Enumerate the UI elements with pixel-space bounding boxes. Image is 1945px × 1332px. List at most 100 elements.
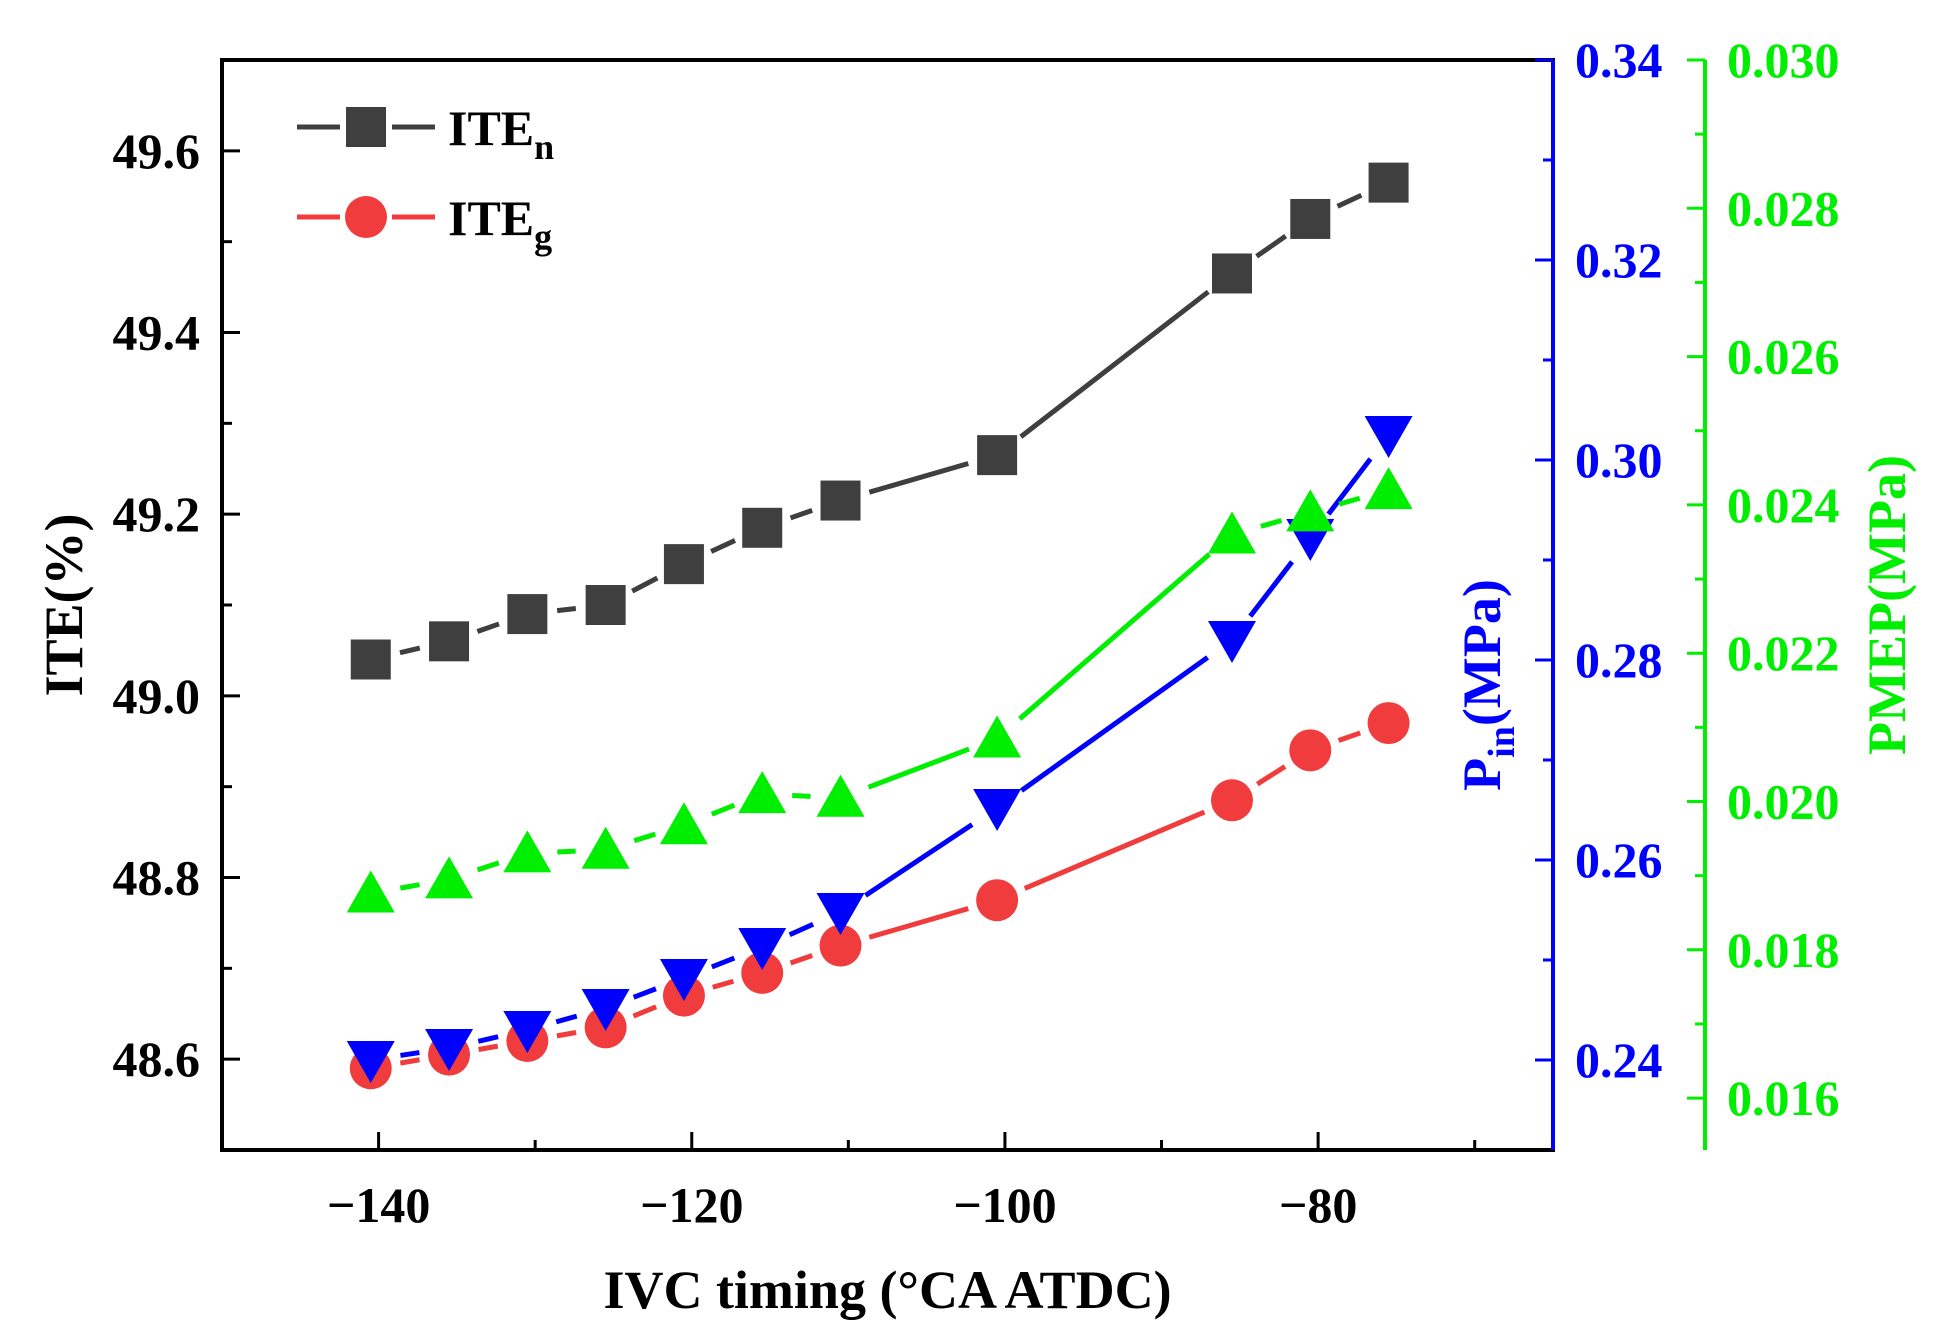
series-line-segment — [557, 848, 576, 855]
series-line-segment — [712, 978, 735, 990]
series-line-segment — [788, 921, 815, 938]
series-ite-n — [350, 162, 1409, 680]
data-point — [742, 507, 783, 548]
data-point — [350, 639, 391, 680]
data-point — [429, 621, 470, 662]
series-line-segment — [864, 822, 974, 898]
series-line-segment — [476, 621, 500, 634]
data-point — [976, 879, 1019, 922]
series-line-segment — [1019, 289, 1210, 439]
data-point — [659, 802, 708, 845]
pin-axis-title-sub: in — [1481, 726, 1523, 758]
data-point — [973, 789, 1022, 831]
legend-label: ITEg — [448, 190, 552, 257]
data-point — [1364, 467, 1413, 510]
pin-axis-title-unit: (MPa) — [1452, 579, 1512, 726]
series-line-segment — [556, 1030, 577, 1039]
legend-label: ITEn — [448, 100, 554, 167]
plot-frame — [220, 58, 1555, 1152]
left-tick-label: 48.8 — [113, 850, 201, 906]
data-point — [1210, 779, 1253, 822]
series-line-segment — [478, 1043, 499, 1052]
pmep-tick-label: 0.022 — [1727, 625, 1840, 681]
data-point — [741, 951, 784, 994]
pin-tick-label: 0.32 — [1575, 232, 1663, 288]
data-point — [659, 959, 708, 1001]
data-point — [581, 826, 630, 869]
left-axis-title: ITE(%) — [34, 513, 94, 696]
series-line-segment — [868, 461, 969, 495]
series-layer — [346, 162, 1413, 1090]
series-line-segment — [399, 882, 420, 891]
data-point — [346, 870, 395, 913]
pmep-tick-label: 0.030 — [1727, 32, 1840, 88]
legend-label-sub: g — [534, 217, 552, 257]
pin-axis-title-main: P — [1452, 758, 1512, 791]
axis-layer: −140 −120 −100 −80 IVC timing (°CA ATDC) 48.6… — [34, 32, 1917, 1320]
pin-axis-title: Pin(MPa) — [1452, 579, 1523, 791]
legend-marker — [345, 196, 387, 238]
pmep-tick-label: 0.018 — [1727, 922, 1840, 978]
series-line-segment — [476, 860, 500, 873]
data-point — [819, 924, 862, 967]
legend-label-main: ITE — [448, 190, 534, 246]
pmep-tick-label: 0.026 — [1727, 329, 1840, 385]
data-point — [738, 928, 787, 970]
data-point — [1368, 162, 1409, 203]
left-tick-label: 49.6 — [113, 123, 201, 179]
data-point — [977, 435, 1018, 476]
pmep-tick-label: 0.028 — [1727, 180, 1840, 236]
series-line-segment — [789, 953, 814, 966]
left-tick-label: 49.4 — [113, 305, 201, 361]
pmep-tick-label: 0.024 — [1727, 477, 1840, 533]
series-line-segment — [1018, 552, 1211, 721]
series-line-segment — [789, 508, 814, 521]
data-point — [973, 715, 1022, 758]
series-line-segment — [1338, 495, 1361, 507]
series-ite-g — [349, 702, 1410, 1090]
series-line-segment — [1255, 764, 1287, 787]
x-tick-label: −100 — [953, 1177, 1057, 1233]
data-point — [507, 594, 548, 635]
x-tick-label: −140 — [327, 1177, 431, 1233]
series-line-segment — [868, 906, 969, 940]
series-line-segment — [400, 1050, 420, 1058]
data-point — [1364, 416, 1413, 458]
data-point — [816, 893, 865, 935]
legend-label-main: ITE — [448, 100, 534, 156]
pmep-axis-title: PMEP(MPa) — [1857, 455, 1917, 755]
series-line-segment — [477, 1034, 499, 1044]
series-line-segment — [1260, 518, 1283, 529]
series-line-segment — [710, 538, 737, 554]
legend-label-sub: n — [534, 127, 554, 167]
data-point — [1286, 489, 1335, 532]
pmep-tick-label: 0.016 — [1727, 1070, 1840, 1126]
left-tick-label: 48.6 — [113, 1031, 201, 1087]
data-point — [1211, 253, 1252, 294]
series-line-segment — [710, 955, 736, 970]
data-point — [1367, 702, 1410, 745]
legend-item: ITEg — [297, 190, 552, 257]
series-line-segment — [867, 746, 970, 790]
series-pmep — [346, 467, 1413, 913]
series-line-segment — [1023, 809, 1206, 891]
legend-item: ITEn — [297, 100, 554, 167]
series-line-segment — [633, 831, 657, 844]
data-point — [346, 1041, 395, 1083]
series-line-segment — [1326, 457, 1373, 516]
series-line-segment — [555, 1013, 578, 1025]
pin-tick-label: 0.30 — [1575, 432, 1663, 488]
data-point — [503, 830, 552, 873]
series-line-segment — [632, 986, 657, 1000]
data-point — [816, 774, 865, 817]
pin-tick-label: 0.34 — [1575, 32, 1663, 88]
data-point — [1207, 621, 1256, 663]
series-line-segment — [1337, 730, 1362, 743]
left-tick-label: 49.0 — [113, 668, 201, 724]
data-point — [738, 771, 787, 814]
data-point — [1289, 729, 1332, 772]
series-line-segment — [399, 1057, 420, 1066]
series-line-segment — [792, 793, 811, 799]
